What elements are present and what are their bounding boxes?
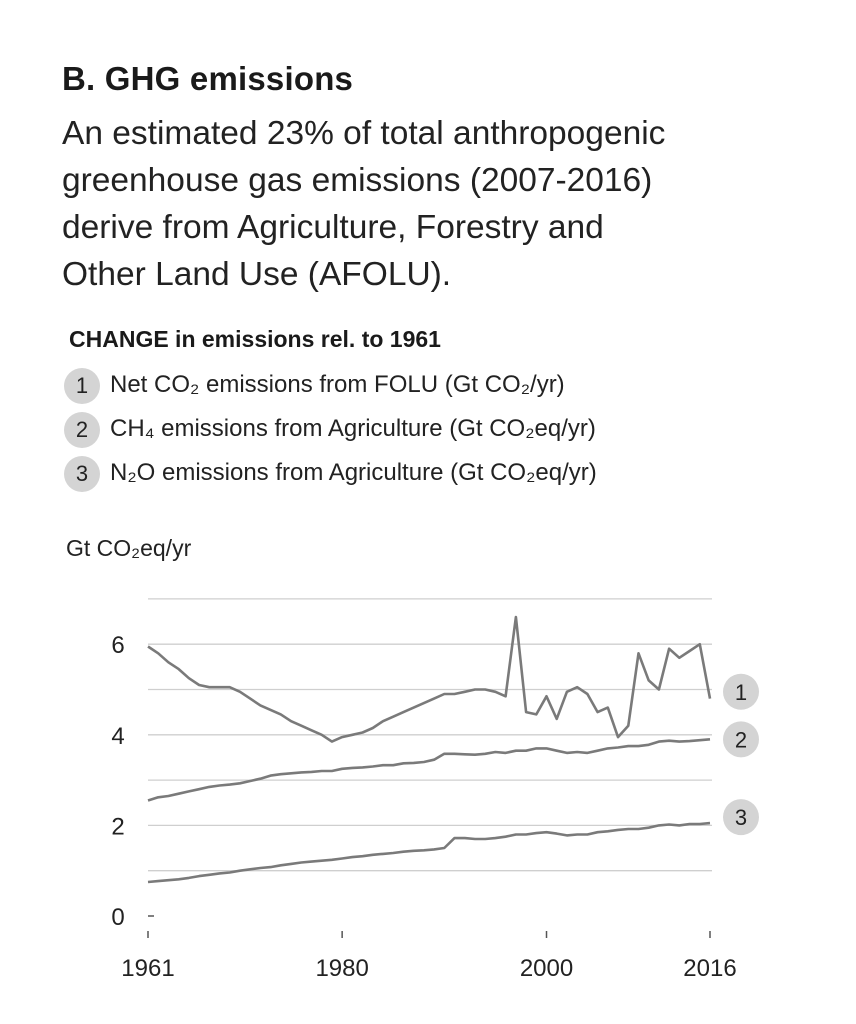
- legend-badge: 3: [64, 456, 100, 492]
- series-line-3: [147, 821, 711, 884]
- series-line-1: [147, 615, 712, 743]
- series-badge-label: 1: [735, 680, 747, 705]
- y-axis-unit-label: Gt CO₂eq/yr: [66, 535, 192, 561]
- series-badge-2: [723, 721, 759, 758]
- series-badge-label: 2: [735, 727, 747, 752]
- description-line: greenhouse gas emissions (2007-2016): [62, 162, 653, 199]
- x-tick-label: 1980: [315, 955, 368, 982]
- description-line: derive from Agriculture, Forestry and: [62, 209, 604, 246]
- legend-label: Net CO₂ emissions from FOLU (Gt CO₂/yr): [110, 371, 565, 398]
- legend-label: CH₄ emissions from Agriculture (Gt CO₂eq…: [110, 415, 596, 442]
- series-badge-3: [723, 799, 759, 836]
- panel-heading: B. GHG emissions: [62, 60, 354, 97]
- series-line-2: [147, 738, 711, 802]
- y-tick-label: 0: [111, 904, 124, 931]
- legend-badge: 2: [64, 412, 100, 448]
- description-line: Other Land Use (AFOLU).: [62, 256, 452, 293]
- y-tick-label: 2: [111, 813, 124, 840]
- y-tick-label: 4: [111, 723, 124, 750]
- x-tick-label: 2000: [520, 955, 573, 982]
- chart-subtitle: CHANGE in emissions rel. to 1961: [69, 326, 441, 352]
- description-line: An estimated 23% of total anthropogenic: [62, 115, 666, 152]
- panel-description: An estimated 23% of total anthropogenic …: [62, 110, 822, 298]
- y-tick-label: 6: [111, 632, 124, 659]
- x-tick-label: 2016: [683, 955, 736, 982]
- series-badge-label: 3: [735, 805, 747, 830]
- series-badge-1: [723, 673, 759, 710]
- legend-label: N₂O emissions from Agriculture (Gt CO₂eq…: [110, 459, 597, 486]
- legend-badge: 1: [64, 368, 100, 404]
- x-tick-label: 1961: [121, 955, 174, 982]
